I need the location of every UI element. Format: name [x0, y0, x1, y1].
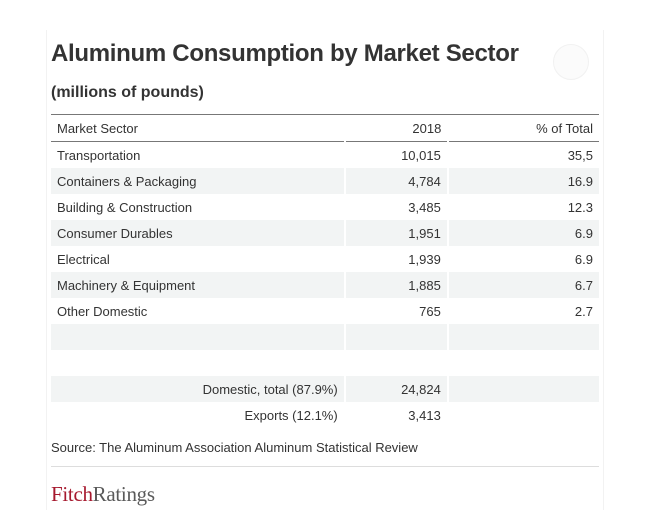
cell-sector: Containers & Packaging — [51, 168, 345, 194]
expand-icon[interactable] — [553, 44, 589, 80]
cell-pct: 6.9 — [446, 220, 599, 246]
total-row: Domestic, total (87.9%) 24,824 — [51, 376, 599, 402]
total-value: 24,824 — [343, 376, 448, 402]
source-note: Source: The Aluminum Association Aluminu… — [51, 440, 418, 455]
cell-sector: Machinery & Equipment — [51, 272, 345, 298]
cell-sector: Electrical — [57, 251, 110, 267]
fitch-ratings-logo: FitchRatings — [51, 482, 155, 507]
table-card: Aluminum Consumption by Market Sector (m… — [46, 30, 604, 510]
cell-pct: 12.3 — [446, 194, 599, 220]
cell-pct: 2.7 — [446, 298, 599, 324]
table-subtitle: (millions of pounds) — [51, 84, 204, 101]
table-row: Machinery & Equipment 1,885 6.7 — [51, 272, 599, 298]
cell-pct: 35,5 — [446, 141, 599, 168]
cell-pct: 6.9 — [446, 246, 599, 272]
cell-value: 4,784 — [343, 168, 448, 194]
cell-sector: Building & Construction — [57, 199, 193, 215]
cell-sector: Other Domestic — [57, 303, 148, 319]
table-row: Transportation 10,015 35,5 — [51, 141, 599, 168]
cell-value: 765 — [343, 298, 448, 324]
header-row: Market Sector 2018 % of Total — [51, 114, 599, 142]
cell-value: 1,939 — [343, 246, 448, 272]
cell-pct: 16.9 — [446, 168, 599, 194]
table-row: Building & Construction 3,485 12.3 — [51, 194, 599, 220]
total-label: Domestic, total (87.9%) — [51, 376, 345, 402]
table-row: Electrical 1,939 6.9 — [51, 246, 599, 272]
cell-value: 1,885 — [343, 272, 448, 298]
col-header-sector: Market Sector — [51, 114, 345, 142]
cell-sector: Consumer Durables — [51, 220, 345, 246]
col-header-year: 2018 — [344, 114, 448, 142]
cell-pct: 6.7 — [446, 272, 599, 298]
table-row: Consumer Durables 1,951 6.9 — [51, 220, 599, 246]
total-row: Exports (12.1%) 3,413 — [51, 402, 599, 428]
col-header-pct: % of Total — [447, 114, 599, 142]
cell-value: 3,485 — [343, 194, 448, 220]
total-label: Exports (12.1%) — [244, 407, 338, 423]
table-row: Containers & Packaging 4,784 16.9 — [51, 168, 599, 194]
data-table: Market Sector 2018 % of Total Transporta… — [51, 114, 599, 428]
logo-part-fitch: Fitch — [51, 482, 93, 506]
cell-value: 1,951 — [343, 220, 448, 246]
total-value: 3,413 — [343, 402, 448, 428]
divider — [51, 466, 599, 467]
cell-sector: Transportation — [57, 147, 141, 163]
table-row: Other Domestic 765 2.7 — [51, 298, 599, 324]
logo-part-ratings: Ratings — [92, 482, 155, 506]
table-title: Aluminum Consumption by Market Sector — [51, 40, 519, 67]
cell-value: 10,015 — [343, 141, 448, 168]
blank-row — [51, 350, 599, 376]
blank-row — [51, 324, 599, 350]
